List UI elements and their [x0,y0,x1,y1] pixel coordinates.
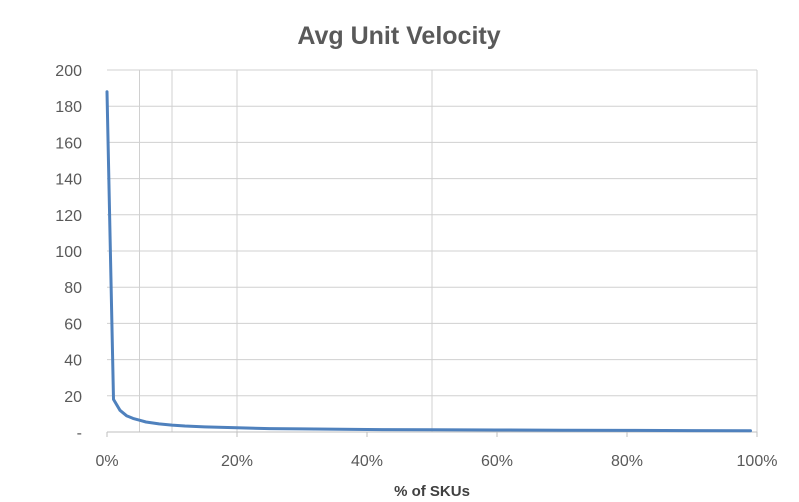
y-tick-label: 40 [64,353,82,370]
y-tick-label: 180 [55,99,82,116]
x-tick-label: 20% [221,453,253,470]
y-tick-label: 60 [64,316,82,333]
y-tick-label: 160 [55,135,82,152]
y-tick-label: 140 [55,172,82,189]
x-tick-label: 80% [611,453,643,470]
x-tick-label: 40% [351,453,383,470]
y-tick-labels: - 20 40 60 80 100 120 140 160 180 200 [55,63,82,442]
series-group [105,90,752,433]
axes [106,431,758,437]
y-tick-label: - [77,425,82,442]
x-tick-labels: 0% 20% 40% 60% 80% 100% [95,453,777,470]
y-tick-label: 200 [55,63,82,80]
y-tick-label: 20 [64,389,82,406]
x-tick-label: 0% [95,453,118,470]
x-tick-label: 100% [737,453,778,470]
chart-title: Avg Unit Velocity [297,22,500,50]
y-tick-label: 100 [55,244,82,261]
y-tick-label: 120 [55,208,82,225]
y-tick-label: 80 [64,280,82,297]
series-line [105,90,752,433]
x-tick-label: 60% [481,453,513,470]
x-axis-title: % of SKUs [394,483,470,500]
gridlines [107,69,758,432]
